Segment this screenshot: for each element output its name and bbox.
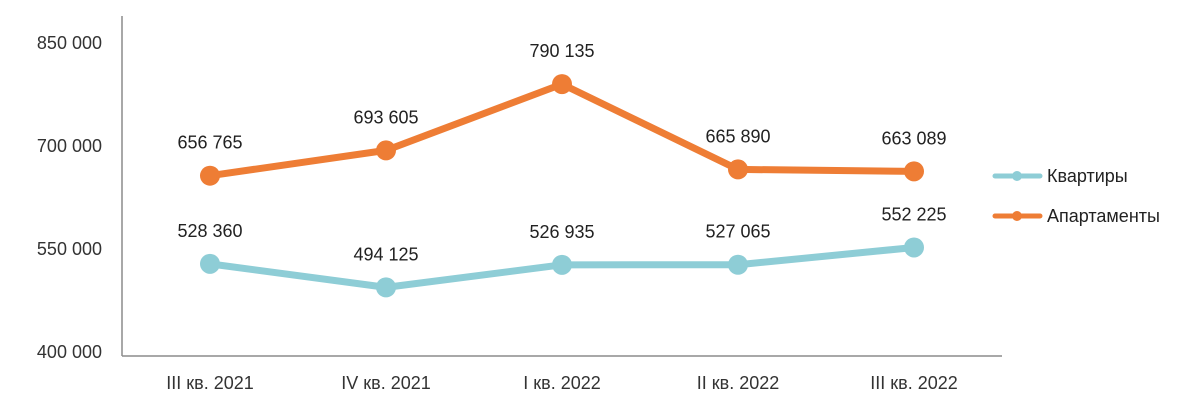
data-point bbox=[200, 165, 220, 186]
legend-item: Апартаменты bbox=[992, 206, 1160, 226]
legend-marker bbox=[1012, 211, 1022, 221]
legend: Квартиры Апартаменты bbox=[992, 166, 1160, 226]
x-tick-label: III кв. 2022 bbox=[870, 373, 958, 393]
data-point bbox=[376, 140, 396, 161]
data-label: 526 935 bbox=[529, 222, 594, 242]
data-point bbox=[376, 277, 396, 298]
data-point bbox=[552, 254, 572, 275]
data-label: 528 360 bbox=[177, 221, 242, 241]
data-label: 693 605 bbox=[353, 107, 418, 127]
data-point bbox=[728, 159, 748, 180]
x-tick-label: III кв. 2021 bbox=[166, 373, 254, 393]
legend-marker bbox=[1012, 171, 1022, 181]
data-label: 527 065 bbox=[705, 222, 770, 242]
data-label: 656 765 bbox=[177, 133, 242, 153]
y-tick-label: 400 000 bbox=[37, 342, 102, 362]
data-label: 663 089 bbox=[881, 128, 946, 148]
data-point bbox=[552, 74, 572, 95]
x-tick-label: II кв. 2022 bbox=[697, 373, 780, 393]
series-kvartiry: 528 360 494 125 526 935 527 065 552 225 bbox=[177, 204, 947, 298]
data-label: 665 890 bbox=[705, 126, 770, 146]
y-axis-ticks: 400 000 550 000 700 000 850 000 bbox=[37, 33, 102, 362]
data-point bbox=[904, 161, 924, 182]
y-tick-label: 700 000 bbox=[37, 136, 102, 156]
x-tick-label: IV кв. 2021 bbox=[341, 373, 431, 393]
data-label: 790 135 bbox=[529, 41, 594, 61]
legend-label: Апартаменты bbox=[1047, 206, 1160, 226]
x-axis-ticks: III кв. 2021 IV кв. 2021 I кв. 2022 II кв. … bbox=[166, 373, 958, 393]
data-point bbox=[200, 253, 220, 274]
data-label: 494 125 bbox=[353, 244, 418, 264]
series-layer: 528 360 494 125 526 935 527 065 552 225 656 7… bbox=[177, 41, 947, 298]
y-tick-label: 550 000 bbox=[37, 239, 102, 259]
series-apartamenty: 656 765 693 605 790 135 665 890 663 089 bbox=[177, 41, 947, 186]
series-line bbox=[206, 80, 918, 180]
data-point bbox=[728, 254, 748, 275]
y-tick-label: 850 000 bbox=[37, 33, 102, 53]
legend-item: Квартиры bbox=[992, 166, 1128, 186]
x-tick-label: I кв. 2022 bbox=[523, 373, 600, 393]
legend-label: Квартиры bbox=[1047, 166, 1128, 186]
data-point bbox=[904, 237, 924, 258]
data-label: 552 225 bbox=[881, 204, 946, 224]
